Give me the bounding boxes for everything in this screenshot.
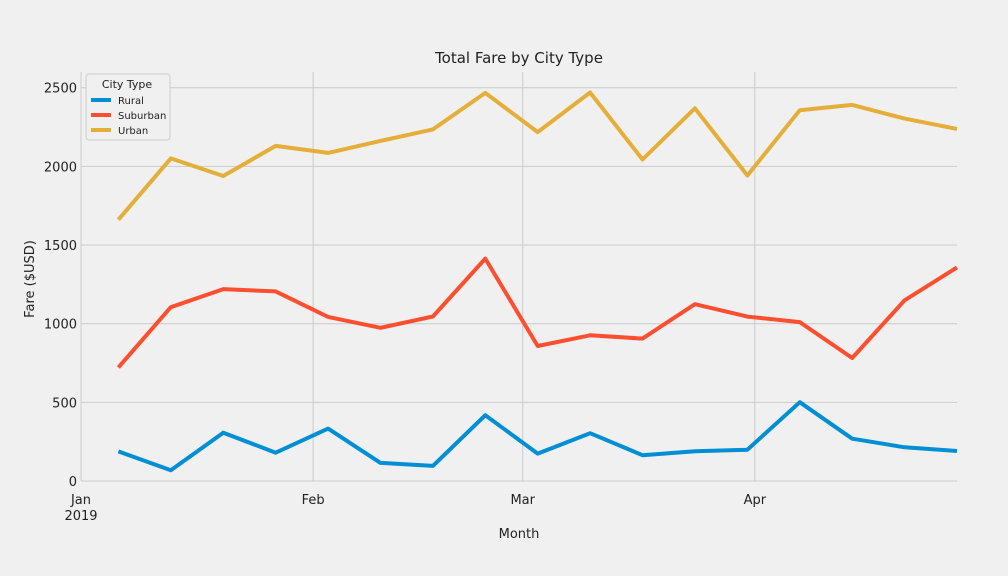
series-line-suburban [116,256,959,369]
legend-box [85,73,171,141]
y-tick-label: 500 [52,396,77,411]
y-tick-label: 1500 [44,239,77,254]
x-tick-label: Apr [744,493,767,508]
y-tick-label: 1000 [44,318,77,333]
x-tick-label: Jan [70,493,91,508]
grid-layer [80,72,957,482]
legend-label-rural: Rural [118,96,144,107]
legend-label-urban: Urban [118,126,148,137]
x-tick-label: Mar [510,493,535,508]
chart-title: Total Fare by City Type [434,49,603,67]
series-line-rural [117,400,958,473]
legend: City Type Rural Suburban Urban [85,73,171,141]
legend-label-suburban: Suburban [118,111,166,122]
legend-items: Rural Suburban Urban [91,96,166,137]
y-tick-label: 2500 [44,82,77,97]
y-axis-label: Fare ($USD) [23,240,38,318]
y-tick-label: 0 [69,475,77,490]
x-tick-sublabel: 2019 [64,509,97,524]
y-tick-label: 2000 [44,160,77,175]
series-line-urban [116,90,958,221]
x-tick-label: Feb [302,493,325,508]
series-layer [116,90,959,473]
x-axis-label: Month [499,527,540,542]
legend-title: City Type [102,78,153,91]
